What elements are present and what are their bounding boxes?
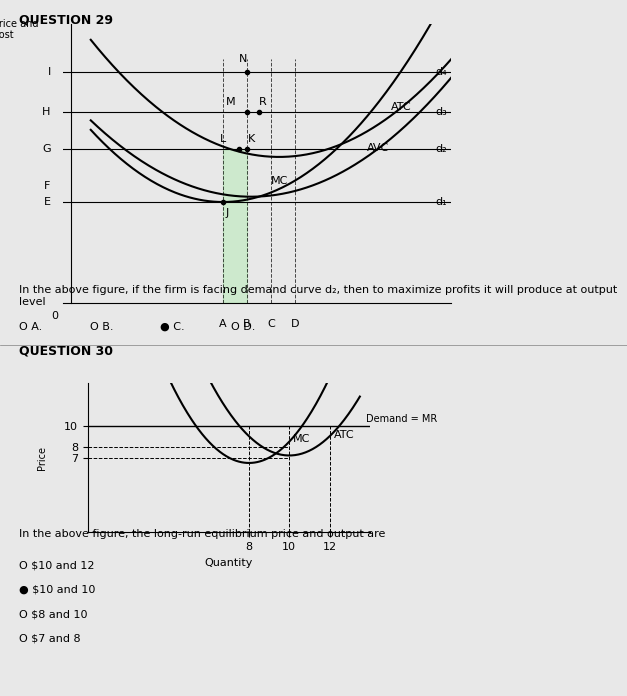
Text: ● C.: ● C. [161, 322, 185, 331]
Bar [223, 149, 247, 303]
Text: 0: 0 [51, 311, 58, 321]
Text: G: G [42, 144, 51, 154]
Text: H: H [42, 107, 51, 117]
Text: I: I [48, 67, 51, 77]
Text: O $7 and 8: O $7 and 8 [19, 633, 80, 644]
Text: O $10 and 12: O $10 and 12 [19, 560, 94, 570]
Text: d₄: d₄ [435, 67, 447, 77]
Text: ATC: ATC [334, 429, 354, 440]
Text: A: A [219, 319, 227, 329]
Text: Price: Price [38, 445, 48, 470]
Text: O A.: O A. [19, 322, 42, 331]
Text: AVC: AVC [367, 143, 389, 153]
Text: ● $10 and 10: ● $10 and 10 [19, 585, 95, 594]
Text: O $8 and 10: O $8 and 10 [19, 609, 87, 619]
Text: C: C [267, 319, 275, 329]
Text: d₂: d₂ [435, 144, 447, 154]
Text: F: F [45, 181, 51, 191]
Text: Demand = MR: Demand = MR [366, 415, 437, 425]
Text: E: E [44, 197, 51, 207]
Text: R: R [259, 97, 267, 106]
Text: Price and
Cost: Price and Cost [0, 19, 38, 40]
Text: MC: MC [270, 175, 288, 186]
Text: In the above figure, the long-run equilibrium price and output are: In the above figure, the long-run equili… [19, 529, 385, 539]
Text: O B.: O B. [90, 322, 113, 331]
Text: d₁: d₁ [435, 197, 447, 207]
Text: M: M [226, 97, 236, 106]
Text: N: N [239, 54, 247, 64]
Text: O D.: O D. [231, 322, 255, 331]
Text: B: B [243, 319, 251, 329]
Text: QUESTION 30: QUESTION 30 [19, 345, 113, 358]
Text: J: J [225, 208, 229, 218]
Text: ATC: ATC [391, 102, 412, 112]
Text: MC: MC [293, 434, 311, 445]
Text: d₃: d₃ [435, 107, 447, 117]
Text: L: L [220, 134, 226, 143]
X-axis label: Quantity: Quantity [204, 557, 253, 568]
Text: D: D [291, 319, 299, 329]
Text: QUESTION 29: QUESTION 29 [19, 14, 113, 27]
Text: In the above figure, if the firm is facing demand curve d₂, then to maximize pro: In the above figure, if the firm is faci… [19, 285, 617, 307]
Text: K: K [248, 134, 255, 143]
